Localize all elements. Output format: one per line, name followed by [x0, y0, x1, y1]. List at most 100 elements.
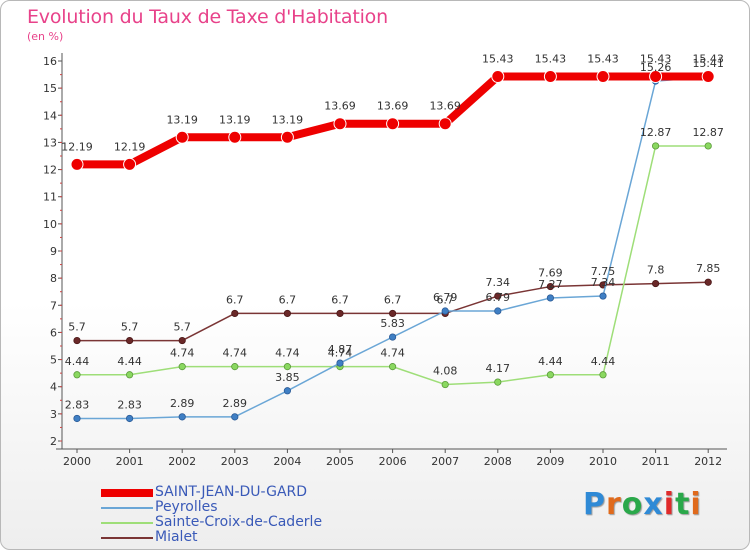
- y-tick-label: 5: [50, 354, 57, 367]
- data-point-3: [704, 278, 712, 286]
- data-point-1: [441, 307, 449, 315]
- data-point-2: [651, 142, 660, 150]
- x-tick-label: 2002: [168, 455, 196, 468]
- data-label: 5.7: [173, 321, 191, 334]
- y-tick-label: 6: [50, 326, 57, 339]
- y-tick-label: 16: [43, 55, 57, 68]
- data-label: 7.69: [538, 267, 563, 280]
- data-label: 7.27: [538, 278, 563, 291]
- data-label: 4.17: [486, 362, 511, 375]
- legend-swatch: [101, 489, 153, 497]
- data-label: 13.69: [377, 100, 409, 113]
- x-tick-label: 2004: [273, 455, 301, 468]
- data-label: 13.69: [324, 100, 356, 113]
- data-point-3: [651, 279, 660, 288]
- data-label: 4.74: [328, 347, 353, 360]
- y-tick-label: 2: [50, 435, 57, 448]
- data-label: 6.79: [433, 291, 458, 304]
- y-tick-label: 9: [50, 245, 57, 258]
- data-point-0: [175, 130, 189, 144]
- data-label: 3.85: [275, 371, 300, 384]
- data-point-0: [701, 69, 715, 83]
- logo-letter: i: [663, 487, 676, 522]
- data-point-0: [70, 157, 84, 171]
- data-label: 4.44: [117, 355, 142, 368]
- data-point-1: [283, 387, 291, 395]
- data-point-1: [231, 413, 239, 421]
- data-point-0: [491, 69, 505, 83]
- logo-letter: r: [606, 487, 622, 522]
- logo-letter: P: [583, 487, 606, 522]
- data-label: 15.26: [640, 61, 672, 74]
- data-point-2: [283, 363, 291, 371]
- data-point-0: [228, 130, 242, 144]
- x-tick-label: 2000: [63, 455, 91, 468]
- data-point-1: [599, 292, 607, 300]
- legend-label: SAINT-JEAN-DU-GARD: [155, 484, 308, 500]
- data-point-0: [596, 69, 610, 83]
- data-label: 7.34: [591, 276, 616, 289]
- data-label: 15.41: [692, 57, 724, 70]
- data-label: 2.89: [170, 397, 195, 410]
- legend-label: Peyrolles: [155, 499, 218, 515]
- chart-unit: (en %): [27, 30, 64, 43]
- x-tick-label: 2003: [221, 455, 249, 468]
- data-label: 4.74: [380, 347, 405, 360]
- x-tick-label: 2001: [116, 455, 144, 468]
- y-tick-label: 8: [50, 272, 57, 285]
- data-point-2: [178, 363, 186, 371]
- logo-letter: i: [690, 487, 702, 522]
- x-tick-label: 2006: [379, 455, 407, 468]
- data-point-3: [336, 309, 344, 318]
- data-label: 13.69: [429, 100, 461, 113]
- data-point-3: [546, 282, 555, 291]
- data-point-2: [494, 378, 502, 386]
- data-point-2: [704, 142, 712, 150]
- data-label: 13.19: [219, 113, 251, 126]
- data-label: 2.83: [117, 398, 142, 411]
- data-label: 15.43: [640, 52, 672, 65]
- data-label: 4.44: [65, 355, 90, 368]
- y-tick-label: 15: [43, 82, 57, 95]
- data-point-1: [126, 414, 134, 423]
- data-label: 12.87: [692, 126, 724, 139]
- data-label: 6.7: [384, 293, 402, 306]
- data-point-1: [73, 414, 81, 423]
- data-label: 6.7: [226, 293, 244, 306]
- x-tick-label: 2005: [326, 455, 354, 468]
- data-label: 15.43: [692, 52, 724, 65]
- logo-letter: o: [621, 487, 644, 522]
- x-tick-label: 2008: [484, 455, 512, 468]
- data-point-1: [336, 359, 344, 367]
- data-label: 5.7: [121, 321, 139, 334]
- data-point-0: [123, 157, 137, 171]
- data-label: 4.74: [170, 347, 195, 360]
- data-label: 6.7: [436, 293, 454, 306]
- proxiti-logo: Proxiti: [583, 487, 702, 522]
- data-label: 6.7: [331, 293, 349, 306]
- legend-label: Mialet: [155, 529, 198, 545]
- data-label: 4.87: [328, 343, 353, 356]
- legend-swatch: [101, 522, 153, 524]
- legend-swatch: [101, 537, 153, 539]
- data-point-3: [494, 292, 502, 300]
- data-point-1: [546, 294, 555, 302]
- data-point-0: [280, 130, 294, 144]
- x-tick-label: 2010: [589, 455, 617, 468]
- data-point-2: [231, 363, 239, 371]
- data-point-3: [388, 309, 397, 318]
- data-point-1: [178, 413, 186, 421]
- y-tick-label: 13: [43, 136, 57, 149]
- x-tick-label: 2007: [431, 455, 459, 468]
- data-label: 4.74: [223, 347, 248, 360]
- data-label: 7.75: [591, 265, 616, 278]
- y-tick-label: 12: [43, 164, 57, 177]
- data-point-2: [73, 371, 81, 379]
- data-label: 4.74: [275, 347, 300, 360]
- data-point-2: [546, 371, 555, 379]
- data-label: 4.08: [433, 365, 458, 378]
- data-point-2: [599, 371, 607, 379]
- data-point-0: [438, 117, 452, 131]
